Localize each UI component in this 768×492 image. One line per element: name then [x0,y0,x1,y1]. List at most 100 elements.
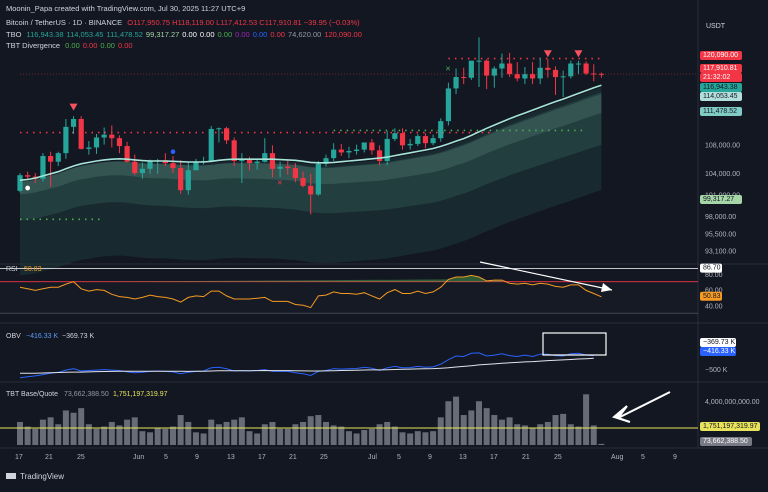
tbo-value-5: 0.00 [199,30,215,39]
time-tick: 25 [554,454,562,461]
candle-body [522,74,528,79]
candle-body [346,151,352,153]
tbo-line: TBO 116,943.38 114,053.45 111,478.52 99,317… [6,30,368,39]
volume-bar [391,426,398,445]
tbo-value-2: 111,478.52 [106,30,143,39]
time-tick: 9 [428,454,432,461]
volume-tag-1: 1,751,197,319.97 [703,423,758,430]
volume-bar [170,426,176,445]
price-tag-4-bg [700,92,742,101]
obv-line [19,352,594,379]
volume-bar [261,424,268,445]
divergence-value-1: 0.00 [82,41,98,50]
candle-body [124,146,130,162]
price-tag-6: 99,317.27 [703,196,734,203]
currency-label: USDT [706,23,726,30]
volume-bar [277,428,284,445]
volume-tag-1-bg [700,422,760,431]
volume-bar [32,428,39,445]
candle-body [583,63,589,74]
candle-body [507,63,513,75]
candle-body [491,68,497,76]
cloud-band-mid [20,92,602,221]
volume-bar [575,426,582,445]
candle-body [369,142,375,151]
volume-bar [368,428,375,445]
price-tick: 108,000.00 [705,143,740,150]
volume-bar [323,421,329,445]
volume-annotation-arrow [611,391,671,423]
candle-body [216,128,222,130]
price-tag-5-bg [700,107,742,116]
volume-bar [560,413,567,445]
candle-body [55,153,61,162]
candle-body [132,161,138,174]
candle-body [529,74,536,79]
candle-body [78,119,84,149]
volume-bar [330,425,337,445]
rsi-label: RSI [6,266,18,273]
candle-body [254,161,260,164]
creator-caption: Moonin_Papa created with TradingView.com… [6,4,246,13]
volume-bar [254,433,261,445]
price-tag-0-bg [700,51,742,60]
sell-signal-marker [543,50,552,58]
candle-body [384,138,390,161]
candle-body [193,161,199,171]
volume-bar [453,396,460,445]
time-tick: 21 [289,454,297,461]
candle-body [116,138,123,147]
volume-bar [139,431,146,445]
rsi-line [19,274,602,309]
candle-body [430,138,436,144]
volume-bar [231,419,238,445]
symbol-name[interactable]: Bitcoin / TetherUS · 1D · BINANCE [6,18,123,27]
volume-bar [185,421,192,445]
tbo-label[interactable]: TBO [6,30,22,39]
volume-bar [17,421,23,445]
rsi-tag-top-bg [700,263,722,273]
candle-body [223,128,230,141]
rsi-tag-top: 86.70 [703,265,721,272]
candle-body [415,136,421,144]
volume-bar [445,401,452,445]
tbo-value-0: 116,943.38 [26,30,64,39]
rsi-overbought-fill [73,275,503,282]
candle-body [208,128,214,161]
volume-bar [437,417,444,445]
volume-tag-2: 73,662,388.50 [703,438,748,445]
candle-body [277,166,283,169]
candle-body [568,63,574,77]
candle-body [476,60,482,62]
candle-body [285,166,291,169]
volume-bar [529,427,536,445]
price-tick: 98,000.00 [705,214,736,221]
candle-body [262,153,268,162]
volume-bar [300,421,307,445]
volume-bar [315,415,322,445]
candle-body [315,163,321,195]
volume-bar [537,424,544,445]
candle-body [70,119,77,127]
candle-body [338,149,344,153]
rsi-tag-value: 50.83 [703,293,721,300]
candle-body [484,60,490,76]
price-tag-0: 120,090.00 [703,52,738,59]
obv-tag-1: −369.73 K [703,339,735,346]
rsi-tick: 60.00 [705,288,723,295]
volume-bar [590,425,597,445]
volume-bar [78,408,85,445]
tradingview-brand: TradingView [20,472,64,481]
volume-bar [39,419,46,445]
candle-body [93,137,100,148]
candle-body [246,159,253,164]
candle-body [445,88,451,122]
price-tag-6-bg [700,195,742,204]
candle-body [392,133,398,139]
divergence-label[interactable]: TBT Divergence [6,41,61,50]
volume-bar [70,412,77,445]
volume-bar [177,415,184,445]
tbo-value-11: 120,090.00 [324,30,362,39]
volume-bar [491,415,498,445]
